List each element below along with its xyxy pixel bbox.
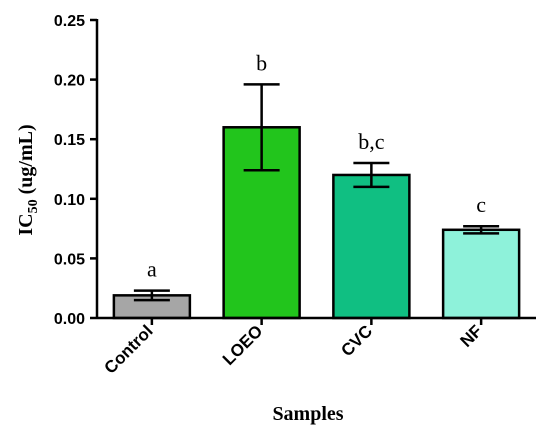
- bar: [332, 173, 411, 320]
- y-tick-label: 0.15: [54, 132, 85, 149]
- x-tick-label: Control: [101, 321, 157, 377]
- y-tick-label: 0.10: [54, 192, 85, 209]
- x-axis: Control LOEO CVC NF: [97, 316, 536, 378]
- bar: [222, 126, 301, 320]
- bars: a b b,c c: [112, 50, 521, 320]
- x-axis-title: Samples: [272, 403, 343, 425]
- significance-label: a: [147, 257, 157, 282]
- significance-label: c: [476, 192, 486, 217]
- significance-label: b: [256, 50, 267, 75]
- x-tick-label: NF: [456, 321, 485, 350]
- y-tick-label: 0.00: [54, 311, 85, 328]
- x-tick-label: LOEO: [219, 321, 266, 368]
- y-axis-title: IC50 (ug/mL): [15, 124, 41, 235]
- y-tick-label: 0.25: [54, 13, 85, 30]
- y-tick-label: 0.20: [54, 73, 85, 90]
- significance-label: b,c: [358, 129, 385, 154]
- y-tick-label: 0.05: [54, 251, 85, 268]
- bar: [441, 228, 521, 320]
- x-tick-label: CVC: [337, 321, 376, 360]
- y-axis: 0.00 0.05 0.10 0.15 0.20 0.25: [54, 13, 99, 328]
